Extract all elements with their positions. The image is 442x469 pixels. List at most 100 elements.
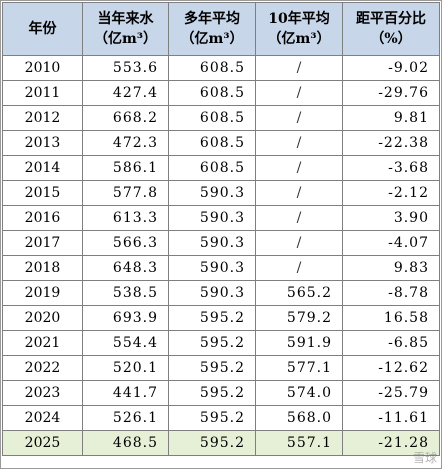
cell-year: 2011 (2, 80, 83, 106)
cell-current-inflow: 668.2 (82, 105, 169, 131)
table-row: 2015 577.8 590.3/-2.12 (2, 180, 440, 206)
cell-year: 2016 (2, 205, 83, 231)
cell-multi-year-avg: 590.3 (168, 230, 256, 256)
cell-ten-year-avg: / (255, 80, 343, 106)
cell-year: 2019 (2, 280, 83, 306)
table-header: 年份 当年来水 （亿m³） 多年平均 （亿m³） 10年平均 （亿m³） 距平百… (2, 2, 440, 56)
cell-anomaly-percent: -21.28 (342, 430, 440, 456)
cell-multi-year-avg: 608.5 (168, 55, 256, 81)
table-body: 2010 553.6 608.5/-9.02 2011 427.4 608.5/-29.7… (2, 55, 440, 456)
cell-anomaly-percent: -8.78 (342, 280, 440, 306)
cell-year: 2023 (2, 380, 83, 406)
cell-ten-year-avg: 579.2 (255, 305, 343, 331)
table-row: 2025 468.5 595.2 557.1 -21.28 (2, 430, 440, 456)
cell-current-inflow: 693.9 (82, 305, 169, 331)
cell-multi-year-avg: 590.3 (168, 180, 256, 206)
table-row: 2018 648.3 590.3/9.83 (2, 255, 440, 281)
cell-ten-year-avg: 565.2 (255, 280, 343, 306)
cell-anomaly-percent: -12.62 (342, 355, 440, 381)
cell-multi-year-avg: 608.5 (168, 105, 256, 131)
table-row: 2021 554.4 595.2 591.9 -6.85 (2, 330, 440, 356)
cell-ten-year-avg: 577.1 (255, 355, 343, 381)
cell-year: 2020 (2, 305, 83, 331)
cell-multi-year-avg: 595.2 (168, 305, 256, 331)
cell-ten-year-avg: / (255, 155, 343, 181)
cell-ten-year-avg: / (255, 255, 343, 281)
cell-year: 2013 (2, 130, 83, 156)
table-row: 2024 526.1 595.2 568.0 -11.61 (2, 405, 440, 431)
header-current-inflow: 当年来水 （亿m³） (82, 2, 169, 56)
cell-ten-year-avg: 557.1 (255, 430, 343, 456)
water-inflow-table: 年份 当年来水 （亿m³） 多年平均 （亿m³） 10年平均 （亿m³） 距平百… (2, 2, 440, 456)
cell-year: 2010 (2, 55, 83, 81)
cell-anomaly-percent: -6.85 (342, 330, 440, 356)
cell-current-inflow: 520.1 (82, 355, 169, 381)
cell-anomaly-percent: -11.61 (342, 405, 440, 431)
cell-current-inflow: 472.3 (82, 130, 169, 156)
cell-year: 2018 (2, 255, 83, 281)
table-row: 2016 613.3 590.3/3.90 (2, 205, 440, 231)
cell-year: 2017 (2, 230, 83, 256)
cell-ten-year-avg: / (255, 105, 343, 131)
cell-anomaly-percent: -22.38 (342, 130, 440, 156)
cell-multi-year-avg: 590.3 (168, 280, 256, 306)
cell-anomaly-percent: 16.58 (342, 305, 440, 331)
cell-multi-year-avg: 608.5 (168, 80, 256, 106)
cell-year: 2022 (2, 355, 83, 381)
cell-year: 2025 (2, 430, 83, 456)
cell-multi-year-avg: 608.5 (168, 155, 256, 181)
cell-anomaly-percent: -4.07 (342, 230, 440, 256)
cell-anomaly-percent: -3.68 (342, 155, 440, 181)
header-row: 年份 当年来水 （亿m³） 多年平均 （亿m³） 10年平均 （亿m³） 距平百… (2, 2, 440, 56)
cell-current-inflow: 586.1 (82, 155, 169, 181)
header-anomaly-percent: 距平百分比 （%） (342, 2, 440, 56)
table-row: 2019 538.5 590.3 565.2 -8.78 (2, 280, 440, 306)
header-anomaly-percent-unit: （%） (370, 31, 412, 47)
table-row: 2010 553.6 608.5/-9.02 (2, 55, 440, 81)
header-multi-year-avg: 多年平均 （亿m³） (168, 2, 256, 56)
cell-multi-year-avg: 595.2 (168, 430, 256, 456)
cell-current-inflow: 613.3 (82, 205, 169, 231)
table-row: 2023 441.7 595.2 574.0 -25.79 (2, 380, 440, 406)
cell-current-inflow: 538.5 (82, 280, 169, 306)
cell-current-inflow: 566.3 (82, 230, 169, 256)
cell-ten-year-avg: 568.0 (255, 405, 343, 431)
cell-year: 2012 (2, 105, 83, 131)
cell-anomaly-percent: 3.90 (342, 205, 440, 231)
header-current-inflow-label: 当年来水 (97, 11, 154, 27)
table-row: 2012 668.2 608.5/9.81 (2, 105, 440, 131)
cell-year: 2021 (2, 330, 83, 356)
table-row: 2013 472.3 608.5/-22.38 (2, 130, 440, 156)
header-current-inflow-unit: （亿m³） (94, 31, 157, 47)
header-ten-year-avg-unit: （亿m³） (267, 31, 331, 47)
cell-current-inflow: 554.4 (82, 330, 169, 356)
cell-ten-year-avg: 591.9 (255, 330, 343, 356)
table-row: 2011 427.4 608.5/-29.76 (2, 80, 440, 106)
cell-multi-year-avg: 595.2 (168, 355, 256, 381)
cell-year: 2015 (2, 180, 83, 206)
table-row: 2022 520.1 595.2 577.1 -12.62 (2, 355, 440, 381)
cell-multi-year-avg: 590.3 (168, 205, 256, 231)
header-multi-year-avg-label: 多年平均 (184, 11, 240, 27)
cell-ten-year-avg: / (255, 180, 343, 206)
header-multi-year-avg-unit: （亿m³） (180, 31, 244, 47)
cell-year: 2024 (2, 405, 83, 431)
cell-multi-year-avg: 590.3 (168, 255, 256, 281)
cell-ten-year-avg: / (255, 130, 343, 156)
cell-anomaly-percent: 9.81 (342, 105, 440, 131)
cell-multi-year-avg: 608.5 (168, 130, 256, 156)
cell-anomaly-percent: -29.76 (342, 80, 440, 106)
cell-year: 2014 (2, 155, 83, 181)
cell-anomaly-percent: 9.83 (342, 255, 440, 281)
cell-ten-year-avg: / (255, 230, 343, 256)
cell-ten-year-avg: / (255, 55, 343, 81)
header-ten-year-avg-label: 10年平均 (268, 11, 330, 27)
table-row: 2017 566.3 590.3/-4.07 (2, 230, 440, 256)
cell-multi-year-avg: 595.2 (168, 380, 256, 406)
cell-current-inflow: 468.5 (82, 430, 169, 456)
cell-current-inflow: 577.8 (82, 180, 169, 206)
cell-anomaly-percent: -25.79 (342, 380, 440, 406)
header-year: 年份 (2, 2, 83, 56)
header-year-label: 年份 (28, 21, 57, 37)
